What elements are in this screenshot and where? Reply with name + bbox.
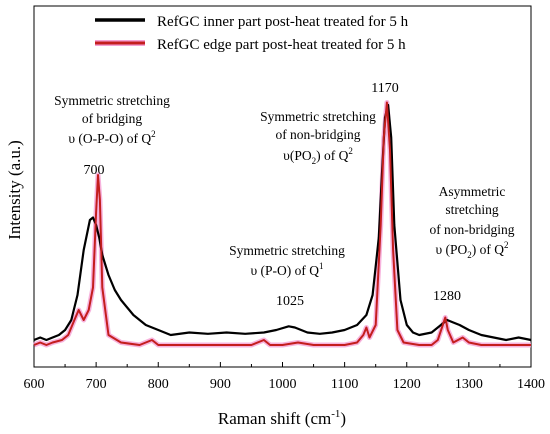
legend-label-edge: RefGC edge part post-heat treated for 5 … (157, 37, 406, 53)
legend: RefGC inner part post-heat treated for 5… (95, 14, 409, 53)
legend-label-inner: RefGC inner part post-heat treated for 5… (157, 14, 409, 30)
annotation-700-line1: Symmetric stretching (54, 93, 170, 108)
series-line-inner (33, 103, 532, 342)
annotation-1170: Symmetric stretching of non-bridging υ(P… (260, 81, 399, 166)
annotation-700: Symmetric stretching of bridging υ (O-P-… (54, 93, 170, 178)
series-line-edge (33, 101, 531, 346)
x-tick-label: 1300 (455, 377, 483, 392)
annotation-1170-formula: υ(PO2) of Q2 (283, 146, 353, 166)
x-tick-label: 1400 (517, 377, 545, 392)
peak-label-1025: 1025 (276, 294, 304, 309)
annotation-700-formula: υ (O-P-O) of Q2 (68, 129, 155, 146)
peak-label-1280: 1280 (433, 289, 461, 304)
annotation-700-line2: of bridging (82, 111, 143, 126)
annotation-1025: Symmetric stretching υ (P-O) of Q1 1025 (229, 243, 345, 309)
y-axis-title: Intensity (a.u.) (5, 140, 24, 240)
annotation-1280-formula: υ (PO2) of Q2 (435, 240, 508, 260)
x-axis-title: Raman shift (cm-1) (218, 408, 346, 428)
x-tick-label: 1100 (331, 377, 358, 392)
peak-label-700: 700 (84, 163, 105, 178)
annotation-1280-line1: Asymmetric (439, 184, 506, 199)
annotation-1280-line2: stretching (445, 202, 498, 217)
x-tick-label: 1000 (269, 377, 297, 392)
annotation-1025-formula: υ (P-O) of Q1 (250, 261, 323, 278)
x-tick-label: 1200 (393, 377, 421, 392)
x-tick-label: 600 (24, 377, 45, 392)
annotation-1170-line1: Symmetric stretching (260, 109, 376, 124)
series-layer (33, 100, 532, 348)
x-tick-label: 800 (148, 377, 169, 392)
x-tick-label: 900 (210, 377, 231, 392)
x-tick-label: 700 (86, 377, 107, 392)
annotation-1025-line1: Symmetric stretching (229, 243, 345, 258)
annotation-1170-line2: of non-bridging (275, 127, 360, 142)
annotation-1280: Asymmetric stretching of non-bridging υ … (429, 184, 514, 304)
x-axis-ticks: 600 700 800 900 1000 1100 1200 1300 1400 (24, 362, 545, 392)
peak-label-1170: 1170 (371, 81, 398, 96)
annotation-1280-line3: of non-bridging (429, 222, 514, 237)
